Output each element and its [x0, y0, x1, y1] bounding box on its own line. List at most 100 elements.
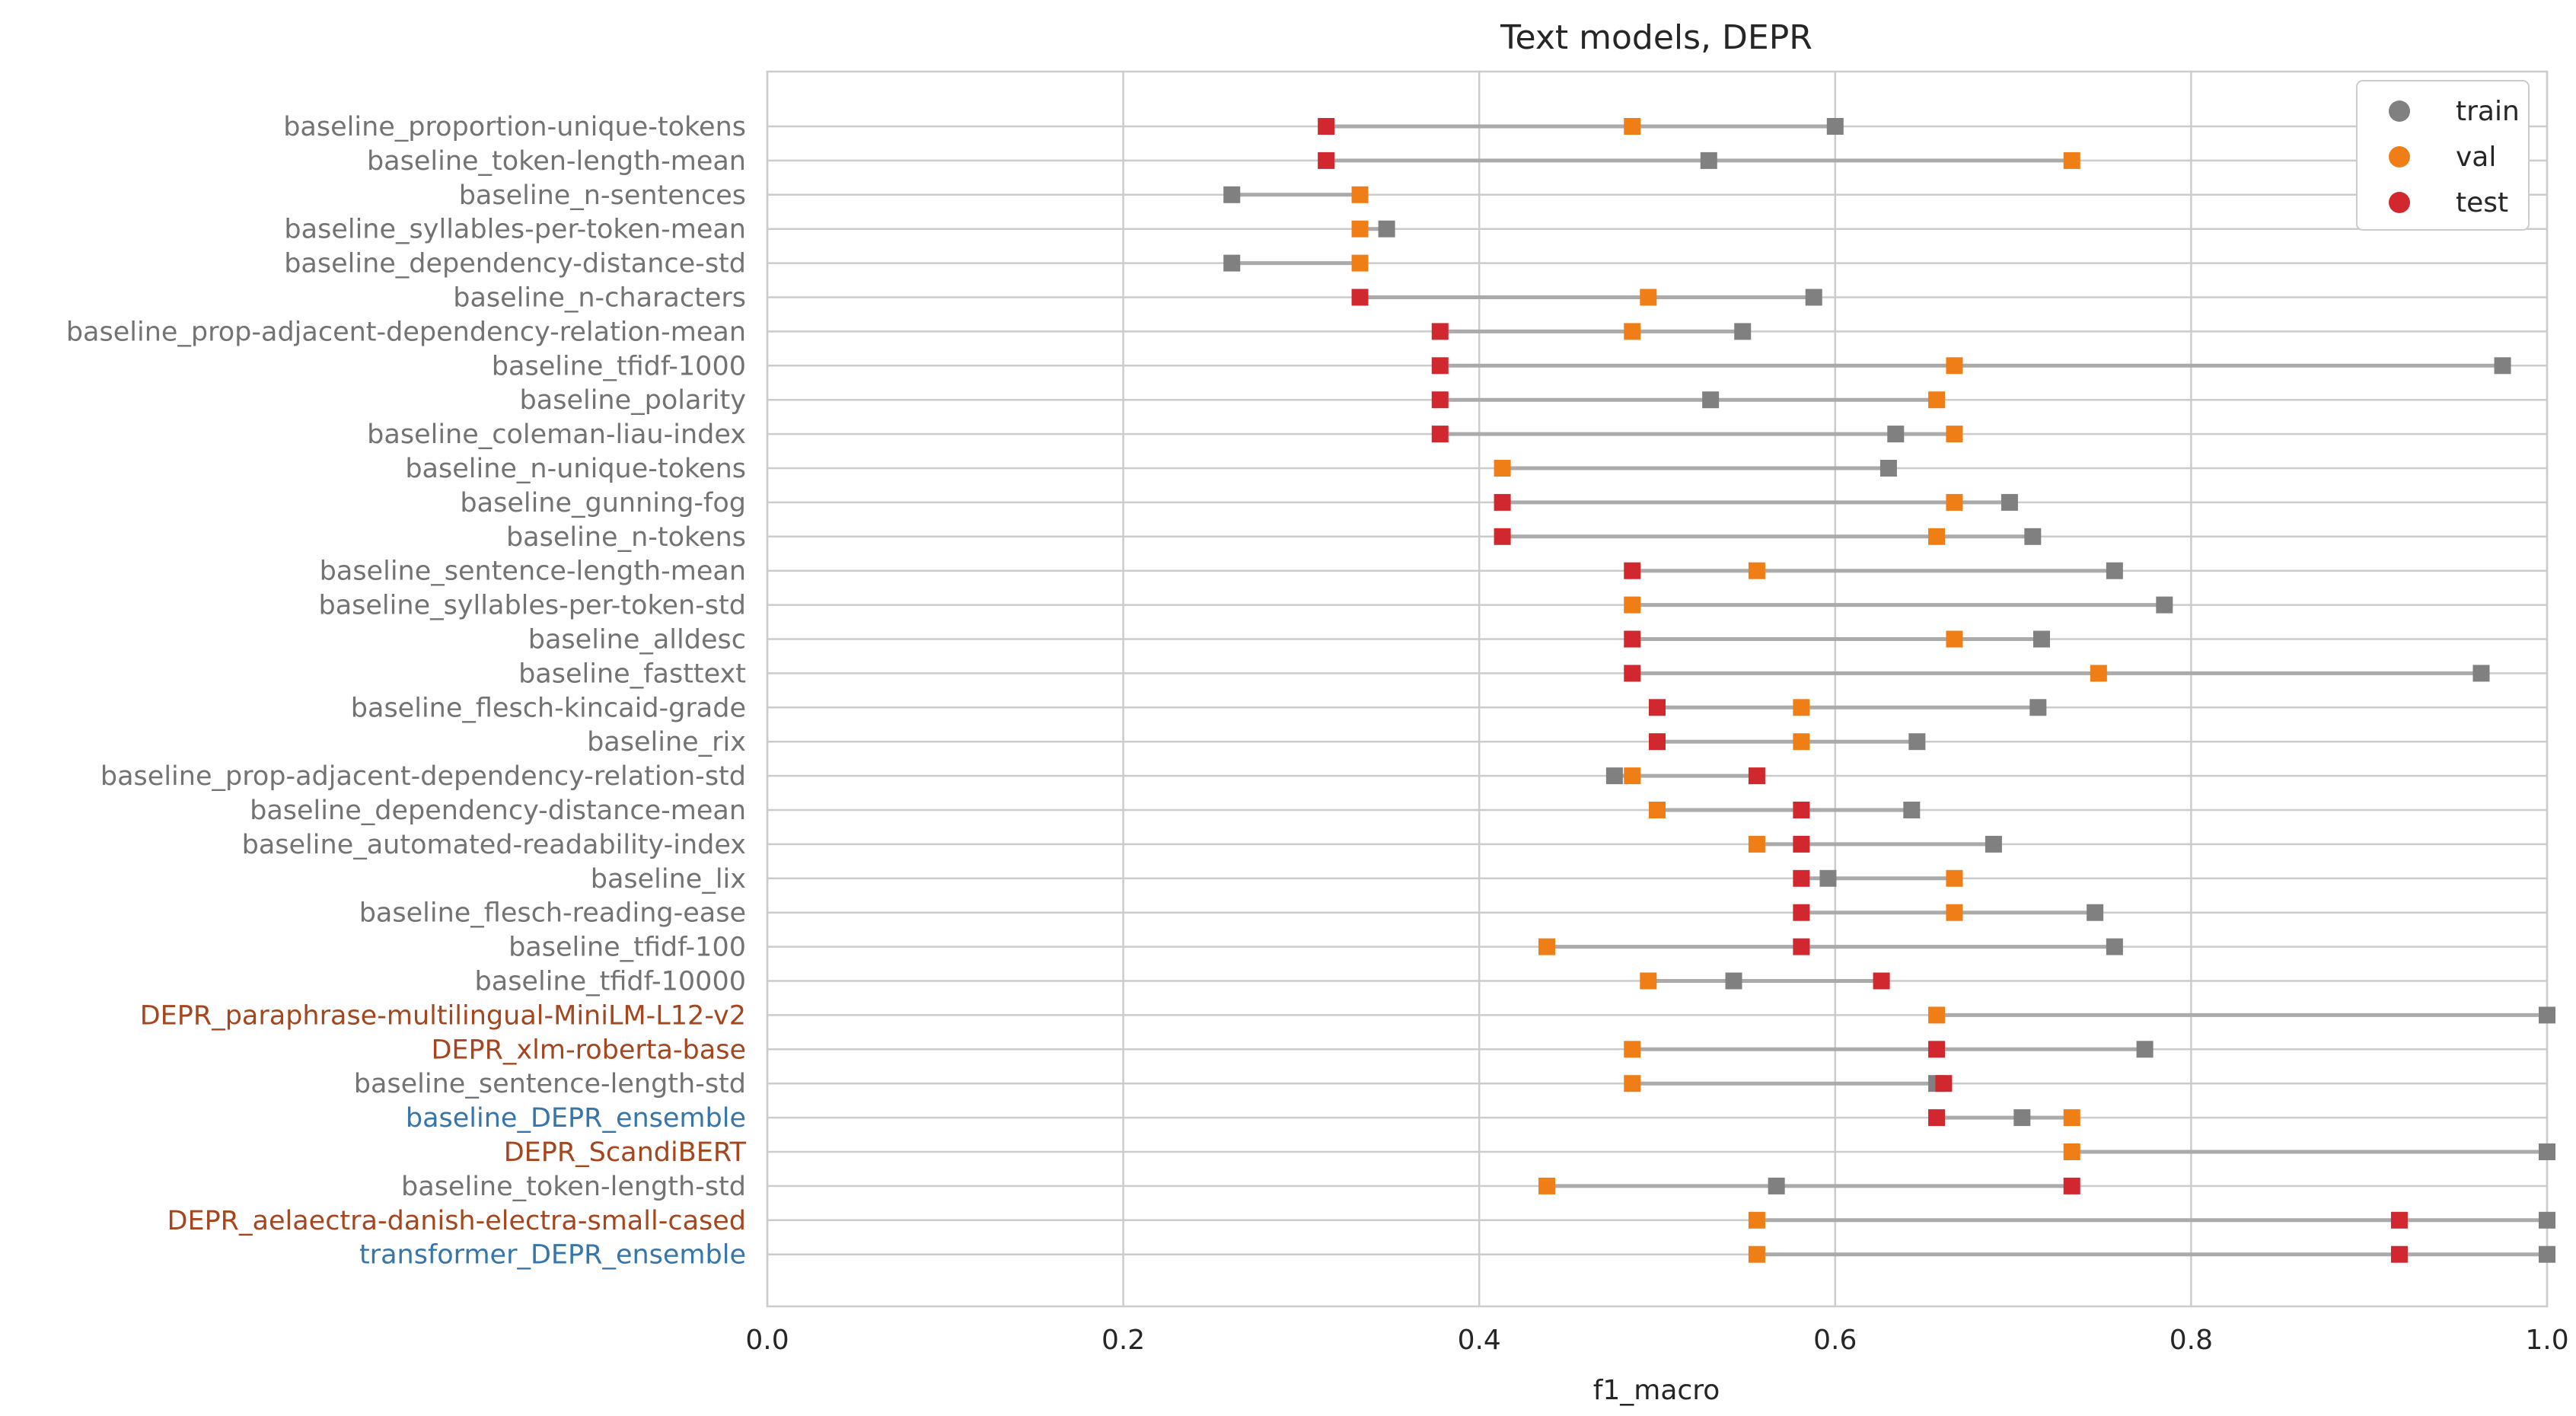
train-marker: [1700, 151, 1717, 169]
test-marker: [1494, 493, 1511, 511]
val-marker: [1351, 220, 1369, 238]
val-marker: [1928, 528, 1946, 545]
train-marker: [2029, 699, 2047, 716]
val-marker: [1748, 1245, 1765, 1263]
val-marker: [1793, 699, 1810, 716]
y-tick-label: baseline_rix: [587, 727, 746, 757]
legend-marker-test: [2389, 192, 2410, 213]
y-tick-label: baseline_token-length-std: [401, 1172, 746, 1202]
y-tick-label: baseline_DEPR_ensemble: [406, 1103, 746, 1134]
y-tick-label: DEPR_xlm-roberta-base: [431, 1035, 746, 1065]
y-tick-label: baseline_automated-readability-index: [242, 830, 746, 860]
train-marker: [1702, 391, 1720, 409]
legend-label-val: val: [2456, 142, 2496, 173]
val-marker: [1928, 1006, 1946, 1024]
val-marker: [1946, 493, 1963, 511]
train-marker: [1605, 767, 1623, 785]
test-marker: [1793, 802, 1810, 818]
y-tick-label: baseline_prop-adjacent-dependency-relati…: [66, 317, 746, 347]
y-tick-label: baseline_tfidf-10000: [475, 967, 746, 997]
test-marker: [1431, 391, 1449, 409]
y-tick-label: baseline_flesch-kincaid-grade: [351, 693, 746, 723]
test-marker: [1873, 972, 1890, 990]
val-marker: [1538, 938, 1556, 955]
test-marker: [1928, 1041, 1946, 1058]
y-tick-label: baseline_prop-adjacent-dependency-relati…: [100, 761, 746, 792]
test-marker: [1624, 562, 1641, 579]
test-marker: [1494, 528, 1511, 545]
y-tick-label: baseline_sentence-length-mean: [320, 557, 746, 587]
train-marker: [2106, 562, 2123, 579]
train-marker: [1223, 186, 1241, 203]
y-tick-label: baseline_polarity: [520, 385, 746, 416]
test-marker: [1431, 357, 1449, 375]
train-marker: [2013, 1109, 2031, 1127]
x-tick-label: 0.6: [1813, 1325, 1857, 1356]
legend-label-test: test: [2456, 187, 2508, 218]
legend-marker-val: [2389, 146, 2410, 167]
x-tick-label: 1.0: [2525, 1325, 2568, 1356]
y-tick-label: baseline_lix: [591, 864, 746, 895]
val-marker: [1793, 733, 1810, 751]
y-tick-label: baseline_flesch-reading-ease: [359, 898, 746, 929]
y-tick-label: baseline_n-tokens: [506, 522, 746, 553]
val-marker: [1946, 869, 1963, 887]
val-marker: [1748, 562, 1765, 579]
y-tick-label: DEPR_aelaectra-danish-electra-small-case…: [167, 1206, 746, 1236]
train-marker: [1378, 220, 1395, 238]
val-marker: [2063, 151, 2080, 169]
train-marker: [2539, 1006, 2555, 1024]
test-marker: [1318, 118, 1335, 135]
test-marker: [1624, 630, 1641, 648]
test-marker: [2390, 1245, 2408, 1263]
test-marker: [2390, 1211, 2408, 1229]
train-marker: [1734, 323, 1752, 340]
test-marker: [1649, 699, 1666, 716]
train-marker: [2539, 1245, 2555, 1263]
train-marker: [2539, 1143, 2555, 1160]
train-marker: [2024, 528, 2042, 545]
val-marker: [1928, 391, 1946, 409]
x-tick-label: 0.0: [745, 1325, 789, 1356]
val-marker: [1640, 972, 1657, 990]
train-marker: [1223, 254, 1241, 272]
y-tick-label: baseline_tfidf-1000: [492, 351, 746, 381]
val-marker: [1624, 1041, 1641, 1058]
y-tick-label: transformer_DEPR_ensemble: [359, 1240, 746, 1271]
test-marker: [1318, 151, 1335, 169]
y-tick-label: baseline_token-length-mean: [367, 146, 746, 177]
test-marker: [2063, 1177, 2080, 1194]
train-marker: [2494, 357, 2511, 375]
train-marker: [1819, 869, 1837, 887]
y-tick-label: baseline_alldesc: [528, 625, 746, 655]
test-marker: [1649, 733, 1666, 751]
x-tick-label: 0.2: [1101, 1325, 1145, 1356]
train-marker: [1903, 802, 1921, 818]
y-tick-label: baseline_n-characters: [453, 283, 746, 314]
y-tick-label: baseline_syllables-per-token-std: [319, 591, 747, 621]
val-marker: [2063, 1109, 2080, 1127]
legend-marker-train: [2389, 100, 2410, 122]
train-marker: [2472, 665, 2490, 682]
train-marker: [2156, 596, 2173, 614]
y-tick-label: DEPR_paraphrase-multilingual-MiniLM-L12-…: [140, 1000, 746, 1031]
y-tick-label: baseline_n-unique-tokens: [405, 454, 746, 484]
val-marker: [1494, 460, 1511, 477]
val-marker: [2063, 1143, 2080, 1160]
test-marker: [1351, 289, 1369, 306]
train-marker: [2033, 630, 2051, 648]
test-marker: [1748, 767, 1765, 785]
y-tick-label: baseline_dependency-distance-std: [284, 249, 746, 279]
test-marker: [1431, 426, 1449, 443]
train-marker: [1879, 460, 1897, 477]
y-tick-label: baseline_proportion-unique-tokens: [283, 112, 746, 142]
val-marker: [1624, 1075, 1641, 1092]
val-marker: [1624, 767, 1641, 785]
train-marker: [2136, 1041, 2154, 1058]
train-marker: [2087, 904, 2104, 921]
train-marker: [1887, 426, 1905, 443]
val-marker: [1946, 357, 1963, 375]
y-tick-label: baseline_coleman-liau-index: [367, 419, 746, 450]
test-marker: [1431, 323, 1449, 340]
test-marker: [1793, 835, 1810, 853]
